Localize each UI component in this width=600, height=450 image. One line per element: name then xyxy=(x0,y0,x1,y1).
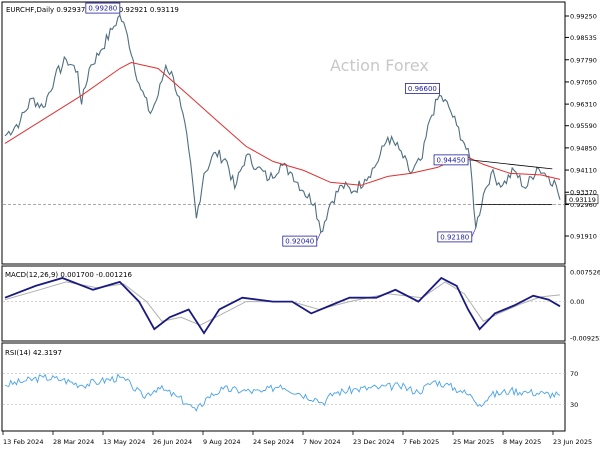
price-tick-label: 0.97050 xyxy=(570,78,597,86)
price-tick-label: 0.95590 xyxy=(570,122,597,130)
macd-line xyxy=(4,276,561,335)
x-tick-label: 13 Feb 2024 xyxy=(3,438,43,446)
current-price-box xyxy=(565,194,599,205)
price-tick-label: 0.96310 xyxy=(570,101,597,109)
annotation-leader xyxy=(471,227,477,238)
rsi-panel-frame xyxy=(1,342,566,432)
current-price-label: 0.93119 xyxy=(569,196,596,204)
annotation-box xyxy=(405,83,440,94)
price-panel-frame xyxy=(1,1,566,265)
x-tick-label: 7 Nov 2024 xyxy=(303,438,341,446)
x-tick-label: 9 Aug 2024 xyxy=(203,438,241,446)
rsi-line xyxy=(4,373,561,412)
x-tick-label: 23 Dec 2024 xyxy=(353,438,395,446)
x-tick-label: 13 May 2024 xyxy=(103,438,145,446)
annotation-box xyxy=(437,231,473,243)
price-series-line xyxy=(4,13,561,233)
x-tick-label: 8 May 2025 xyxy=(503,438,541,446)
triangle-upper-line xyxy=(470,159,553,170)
annotation-label: 0.94450 xyxy=(437,156,466,164)
rsi-label: RSI(14) 42.3197 xyxy=(5,349,62,357)
price-tick-label: 0.94850 xyxy=(570,144,597,152)
annotation-label: 0.92180 xyxy=(440,233,469,241)
rsi-tick-label: 30 xyxy=(570,401,578,409)
annotation-box xyxy=(85,2,121,14)
price-tick-label: 0.93370 xyxy=(570,189,597,197)
macd-label: MACD(12,26,9) 0.001700 -0.001216 xyxy=(5,271,132,279)
annotation-label: 0.92040 xyxy=(285,238,314,246)
watermark: Action Forex xyxy=(330,56,429,75)
annotation-label: 0.99280 xyxy=(88,5,117,13)
macd-panel-frame xyxy=(1,265,566,342)
price-tick-label: 0.99250 xyxy=(570,13,597,21)
macd-tick-label: -0.009252 xyxy=(570,335,600,343)
macd-tick-label: 0.00 xyxy=(570,298,584,306)
moving-average-line xyxy=(4,61,561,186)
price-tick-label: 0.97790 xyxy=(570,56,597,64)
macd-tick-label: 0.007526 xyxy=(570,269,600,277)
x-tick-label: 26 Jun 2024 xyxy=(153,438,192,446)
annotation-label: 0.96600 xyxy=(408,85,437,93)
price-tick-label: 0.94110 xyxy=(570,167,597,175)
price-tick-label: 0.92960 xyxy=(570,201,597,209)
x-tick-label: 23 Jun 2025 xyxy=(553,438,592,446)
annotation-box xyxy=(433,154,469,166)
price-tick-label: 0.98535 xyxy=(570,34,597,42)
x-tick-label: 25 Mar 2025 xyxy=(453,438,494,446)
annotation-box xyxy=(282,235,318,247)
x-tick-label: 24 Sep 2024 xyxy=(253,438,294,446)
x-tick-label: 28 Mar 2024 xyxy=(53,438,94,446)
annotation-leader xyxy=(316,231,322,242)
price-tick-label: 0.91910 xyxy=(570,233,597,241)
rsi-tick-label: 70 xyxy=(570,370,578,378)
x-tick-label: 7 Feb 2025 xyxy=(403,438,439,446)
